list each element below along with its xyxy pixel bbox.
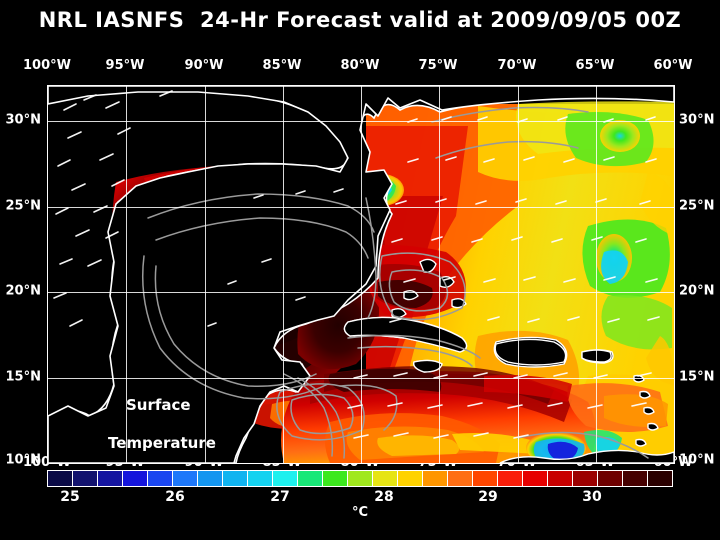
colorbar-swatch-1 — [73, 471, 98, 486]
colorbar-tick-25: 25 — [60, 489, 80, 505]
xtick-top-2: 90°W — [184, 58, 224, 73]
colorbar-swatch-7 — [223, 471, 248, 486]
ytick-left-3: 15°N — [5, 369, 41, 385]
colorbar-swatch-10 — [298, 471, 323, 486]
colorbar-swatch-13 — [373, 471, 398, 486]
map-panel[interactable]: Surface Temperature — [47, 85, 675, 464]
colorbar-tick-29: 29 — [478, 489, 498, 505]
colorbar-tick-27: 27 — [270, 489, 290, 505]
gridline-h-15n — [48, 378, 674, 379]
colorbar-swatch-22 — [598, 471, 623, 486]
gridline-v-70w — [518, 86, 519, 463]
colorbar-unit-label: °C — [351, 505, 369, 520]
ytick-left-1: 25°N — [5, 198, 41, 214]
gridline-h-20n — [48, 292, 674, 293]
ytick-right-1: 25°N — [679, 198, 715, 214]
ytick-right-3: 15°N — [679, 369, 715, 385]
ytick-left-0: 30°N — [5, 112, 41, 128]
colorbar-swatch-9 — [273, 471, 298, 486]
gridline-v-85w — [283, 86, 284, 463]
colorbar-tick-28: 28 — [374, 489, 394, 505]
colorbar-swatch-5 — [173, 471, 198, 486]
xtick-top-7: 65°W — [575, 58, 615, 73]
grid-lines — [48, 86, 674, 463]
colorbar-swatch-11 — [323, 471, 348, 486]
xtick-top-4: 80°W — [340, 58, 380, 73]
colorbar-swatch-14 — [398, 471, 423, 486]
ytick-left-2: 20°N — [5, 283, 41, 299]
colorbar-swatch-18 — [498, 471, 523, 486]
contour-lines — [141, 106, 649, 459]
colorbar-swatch-23 — [623, 471, 648, 486]
ytick-right-4: 10°N — [679, 452, 715, 468]
annotation-line-2: Temperature — [108, 434, 216, 452]
colorbar-swatch-0 — [48, 471, 73, 486]
colorbar-swatch-6 — [198, 471, 223, 486]
colorbar-tick-30: 30 — [582, 489, 602, 505]
colorbar-swatch-12 — [348, 471, 373, 486]
colorbar-swatch-2 — [98, 471, 123, 486]
gridline-v-65w — [596, 86, 597, 463]
colorbar-swatch-3 — [123, 471, 148, 486]
gridline-v-95w — [126, 86, 127, 463]
colorbar-tick-26: 26 — [165, 489, 185, 505]
colorbar-swatch-16 — [448, 471, 473, 486]
page-title: NRL IASNFS 24-Hr Forecast valid at 2009/… — [38, 8, 682, 32]
gridline-v-75w — [439, 86, 440, 463]
colorbar-swatch-8 — [248, 471, 273, 486]
colorbar-swatch-15 — [423, 471, 448, 486]
colorbar-swatch-20 — [548, 471, 573, 486]
annotation-line-1: Surface — [126, 396, 191, 414]
gridline-h-25n — [48, 207, 674, 208]
xtick-top-5: 75°W — [418, 58, 458, 73]
map-annotation: Surface Temperature — [48, 86, 674, 463]
gridline-v-80w — [361, 86, 362, 463]
xtick-top-1: 95°W — [105, 58, 145, 73]
xtick-top-3: 85°W — [262, 58, 302, 73]
colorbar-swatch-17 — [473, 471, 498, 486]
ytick-right-0: 30°N — [679, 112, 715, 128]
xtick-top-8: 60°W — [653, 58, 693, 73]
ytick-left-4: 10°N — [5, 452, 41, 468]
colorbar-swatch-4 — [148, 471, 173, 486]
ytick-right-2: 20°N — [679, 283, 715, 299]
colorbar-swatch-24 — [648, 471, 672, 486]
gridline-v-90w — [205, 86, 206, 463]
gridline-h-30n — [48, 121, 674, 122]
colorbar-swatch-19 — [523, 471, 548, 486]
current-vectors — [53, 90, 660, 439]
xtick-top-6: 70°W — [497, 58, 537, 73]
colorbar-swatch-21 — [573, 471, 598, 486]
xtick-top-0: 100°W — [23, 58, 71, 73]
colorbar[interactable] — [47, 470, 673, 487]
